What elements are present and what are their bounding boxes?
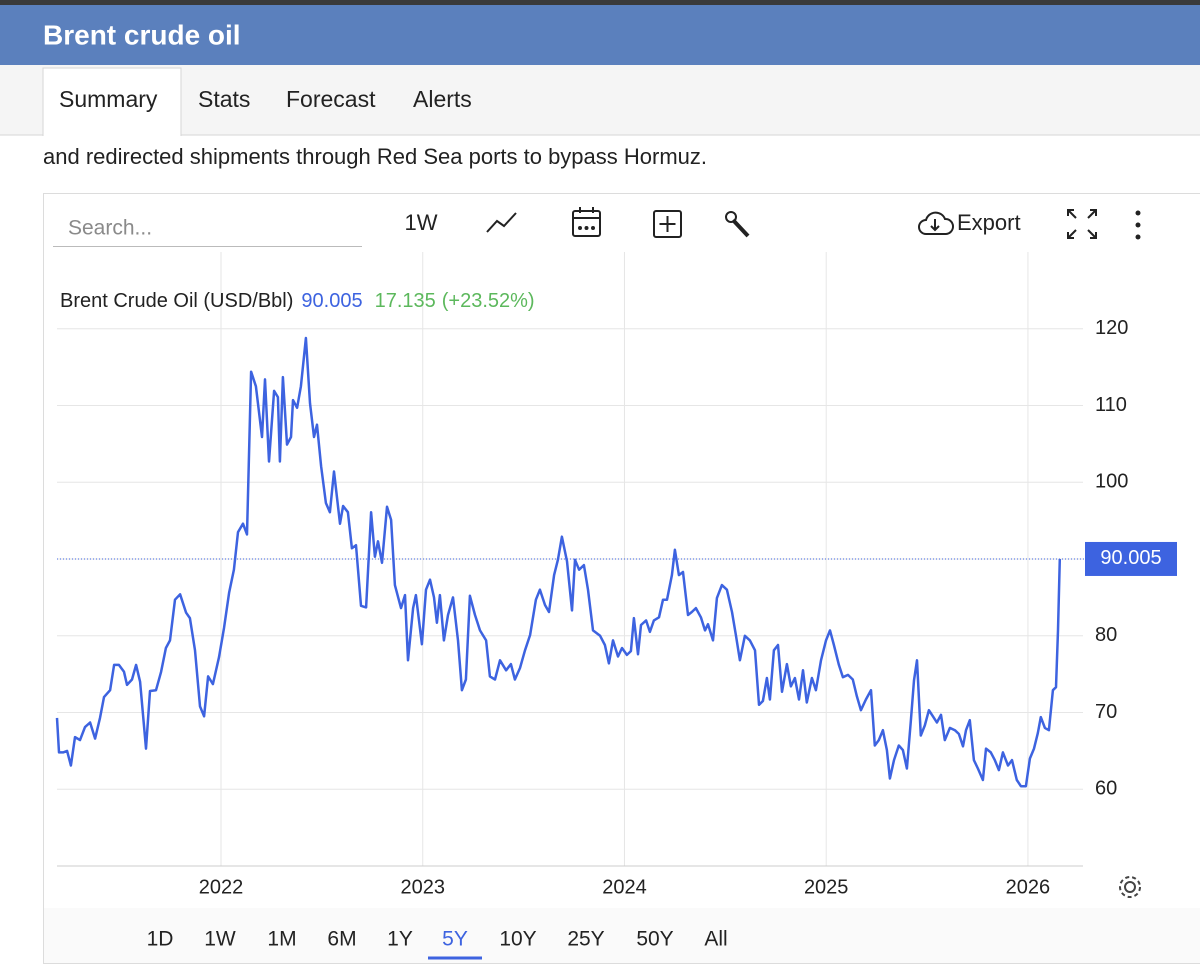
chart-panel <box>43 193 1200 964</box>
range-button[interactable]: 50Y <box>636 928 673 951</box>
x-tick-label: 2025 <box>804 876 849 898</box>
active-tab-bg <box>42 67 182 136</box>
range-button[interactable]: 1D <box>147 928 174 951</box>
top-strip <box>0 0 1200 5</box>
y-tick-label: 60 <box>1095 778 1117 800</box>
legend-price: 90.005 <box>301 290 362 312</box>
last-price-box <box>1085 541 1177 576</box>
range-button[interactable]: 1W <box>204 928 236 951</box>
range-button[interactable]: 1M <box>267 928 296 951</box>
y-tick-label: 120 <box>1095 317 1128 339</box>
x-tick-label: 2022 <box>199 876 244 898</box>
add-icon[interactable] <box>653 210 682 238</box>
tab[interactable]: Alerts <box>413 86 472 112</box>
export-icon[interactable] <box>918 211 954 235</box>
range-button[interactable]: 1Y <box>387 928 413 951</box>
legend-change: 17.135 <box>375 290 436 312</box>
range-button[interactable]: 5Y <box>442 928 468 951</box>
legend: Brent Crude Oil (USD/Bbl) 90.005 17.135 (+2… <box>60 290 535 312</box>
range-bar <box>44 908 1200 963</box>
y-tick-label: 80 <box>1095 624 1117 646</box>
price-line <box>55 336 1062 788</box>
interval-button[interactable]: 1W <box>405 210 438 235</box>
x-tick-label: 2024 <box>602 876 647 898</box>
tab[interactable]: Summary <box>59 86 158 112</box>
plot: 60 70 80 100 110 120 2022 2023 2024 2025 2026 90.00… <box>55 252 1177 898</box>
x-tick-label: 2023 <box>400 876 445 898</box>
tabs: Summary Stats Forecast Alerts <box>42 67 472 136</box>
range-button[interactable]: 25Y <box>567 928 604 951</box>
legend-name: Brent Crude Oil (USD/Bbl) <box>60 290 293 312</box>
x-tick-label: 2026 <box>1006 876 1051 898</box>
last-price-label: 90.005 <box>1100 547 1161 569</box>
export-button[interactable]: Export <box>957 210 1021 235</box>
y-tick-label: 100 <box>1095 471 1128 493</box>
calendar-icon[interactable] <box>572 207 601 237</box>
tab[interactable]: Forecast <box>286 86 376 112</box>
menu-icon[interactable] <box>1135 210 1141 240</box>
range-button[interactable]: All <box>704 928 727 951</box>
intro-text: and redirected shipments through Red Sea… <box>43 144 707 169</box>
search-input[interactable]: Search... <box>68 217 152 240</box>
tab-bar <box>0 65 1200 135</box>
settings-icon[interactable] <box>1119 876 1141 898</box>
header-bar <box>0 5 1200 65</box>
header-title: Brent crude oil <box>43 19 241 50</box>
toolbar-icons <box>486 207 1141 898</box>
y-tick-label: 70 <box>1095 701 1117 723</box>
tab[interactable]: Stats <box>198 86 250 112</box>
tools-icon[interactable] <box>725 211 750 238</box>
chart-type-icon[interactable] <box>486 212 517 233</box>
legend-change-percent: (+23.52%) <box>442 290 535 312</box>
y-tick-label: 110 <box>1095 394 1127 416</box>
ranges: 1D 1W 1M 6M 1Y 5Y 10Y 25Y 50Y All <box>147 928 728 960</box>
range-button[interactable]: 10Y <box>499 928 536 951</box>
fullscreen-icon[interactable] <box>1067 209 1097 239</box>
range-button[interactable]: 6M <box>327 928 356 951</box>
